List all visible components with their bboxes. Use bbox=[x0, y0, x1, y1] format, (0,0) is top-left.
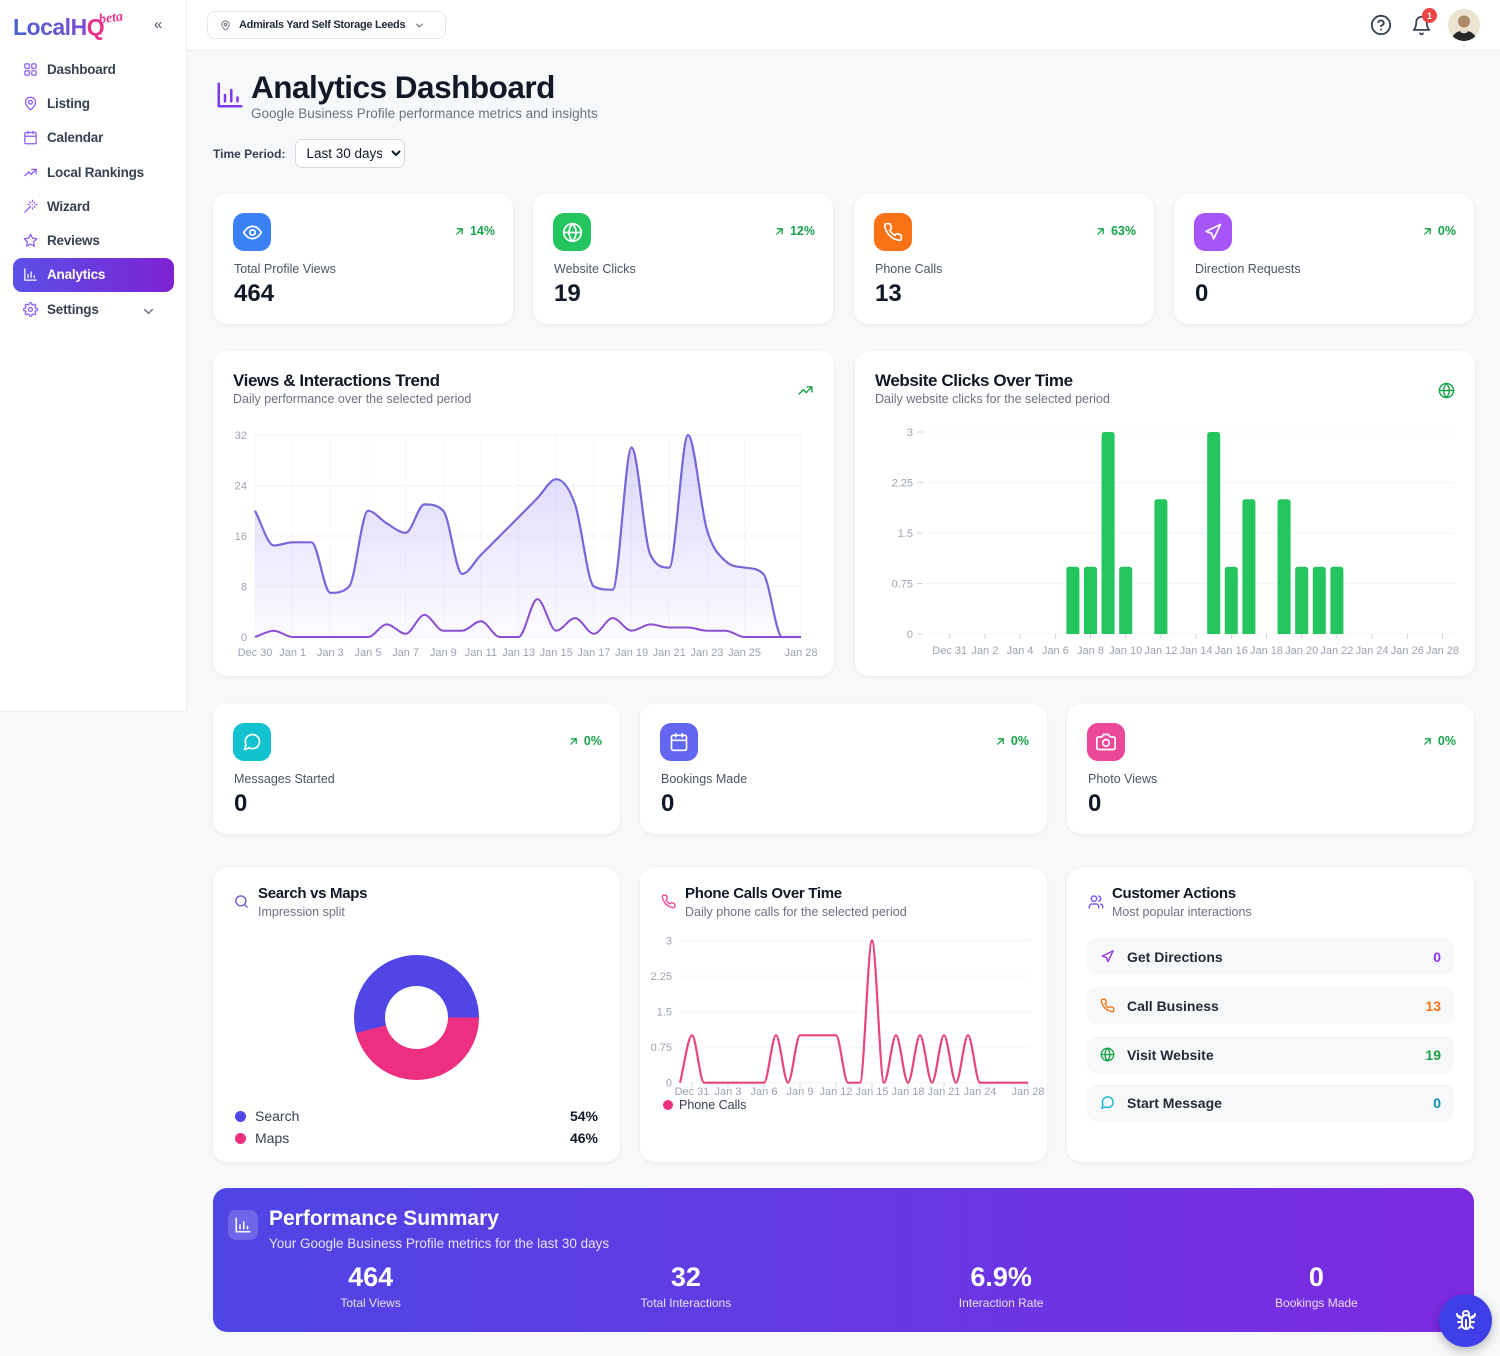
svg-text:Jan 12: Jan 12 bbox=[1144, 645, 1177, 657]
svg-text:Jan 6: Jan 6 bbox=[751, 1086, 778, 1098]
svg-text:Jan 5: Jan 5 bbox=[355, 647, 382, 659]
svg-text:2.25: 2.25 bbox=[651, 971, 672, 983]
svg-text:Jan 15: Jan 15 bbox=[540, 647, 573, 659]
svg-text:Jan 28: Jan 28 bbox=[784, 647, 817, 659]
svg-text:Jan 10: Jan 10 bbox=[1109, 645, 1142, 657]
svg-text:Dec 30: Dec 30 bbox=[238, 647, 273, 659]
svg-text:Jan 24: Jan 24 bbox=[963, 1086, 996, 1098]
svg-text:Jan 15: Jan 15 bbox=[855, 1086, 888, 1098]
svg-text:Jan 14: Jan 14 bbox=[1180, 645, 1213, 657]
svg-text:Jan 21: Jan 21 bbox=[927, 1086, 960, 1098]
svg-text:Jan 8: Jan 8 bbox=[1077, 645, 1104, 657]
svg-text:Jan 24: Jan 24 bbox=[1356, 645, 1389, 657]
svg-text:Jan 3: Jan 3 bbox=[715, 1086, 742, 1098]
svg-text:0.75: 0.75 bbox=[651, 1042, 672, 1054]
svg-text:Jan 9: Jan 9 bbox=[430, 647, 457, 659]
svg-text:0: 0 bbox=[907, 629, 913, 641]
svg-text:8: 8 bbox=[241, 582, 247, 594]
svg-text:Jan 21: Jan 21 bbox=[653, 647, 686, 659]
svg-text:Jan 26: Jan 26 bbox=[1391, 645, 1424, 657]
svg-text:2.25: 2.25 bbox=[892, 478, 913, 490]
svg-text:0.75: 0.75 bbox=[892, 579, 913, 591]
svg-text:24: 24 bbox=[235, 481, 247, 493]
svg-text:Jan 17: Jan 17 bbox=[577, 647, 610, 659]
svg-text:32: 32 bbox=[235, 430, 247, 442]
svg-text:Jan 19: Jan 19 bbox=[615, 647, 648, 659]
svg-text:Jan 6: Jan 6 bbox=[1042, 645, 1069, 657]
svg-text:Jan 20: Jan 20 bbox=[1285, 645, 1318, 657]
svg-text:Jan 4: Jan 4 bbox=[1007, 645, 1034, 657]
svg-text:Jan 25: Jan 25 bbox=[728, 647, 761, 659]
svg-text:0: 0 bbox=[666, 1078, 672, 1090]
svg-text:Jan 28: Jan 28 bbox=[1426, 645, 1459, 657]
svg-text:3: 3 bbox=[666, 936, 672, 948]
svg-text:3: 3 bbox=[907, 427, 913, 439]
svg-text:Dec 31: Dec 31 bbox=[675, 1086, 710, 1098]
svg-text:Jan 22: Jan 22 bbox=[1320, 645, 1353, 657]
svg-text:Phone Calls: Phone Calls bbox=[679, 1098, 746, 1112]
svg-text:1.5: 1.5 bbox=[657, 1007, 672, 1019]
svg-text:1.5: 1.5 bbox=[898, 528, 913, 540]
svg-text:Jan 9: Jan 9 bbox=[787, 1086, 814, 1098]
svg-text:Jan 11: Jan 11 bbox=[465, 647, 497, 659]
svg-text:16: 16 bbox=[235, 531, 247, 543]
svg-text:0: 0 bbox=[241, 632, 247, 644]
svg-text:Jan 23: Jan 23 bbox=[690, 647, 723, 659]
svg-text:Jan 7: Jan 7 bbox=[392, 647, 419, 659]
svg-text:Dec 31: Dec 31 bbox=[932, 645, 967, 657]
svg-text:Jan 13: Jan 13 bbox=[502, 647, 535, 659]
svg-text:Jan 2: Jan 2 bbox=[971, 645, 998, 657]
svg-text:Jan 18: Jan 18 bbox=[891, 1086, 924, 1098]
svg-text:Jan 1: Jan 1 bbox=[279, 647, 306, 659]
svg-text:Jan 18: Jan 18 bbox=[1250, 645, 1283, 657]
svg-text:Jan 3: Jan 3 bbox=[317, 647, 344, 659]
svg-text:Jan 28: Jan 28 bbox=[1011, 1086, 1044, 1098]
svg-text:Jan 16: Jan 16 bbox=[1215, 645, 1248, 657]
svg-text:Jan 12: Jan 12 bbox=[819, 1086, 852, 1098]
